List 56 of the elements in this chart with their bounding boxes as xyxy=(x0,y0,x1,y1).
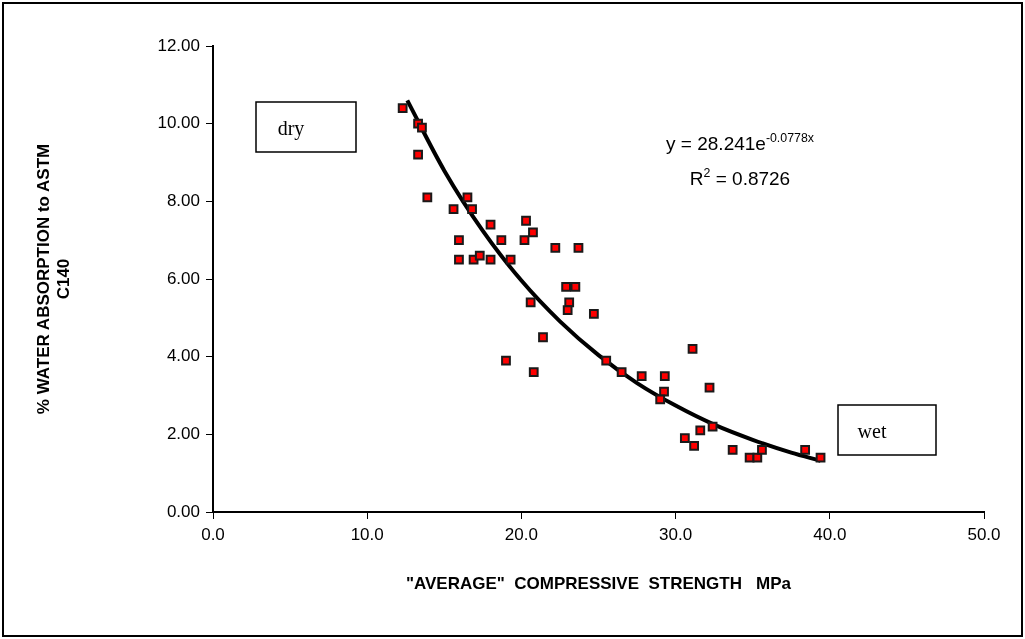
point xyxy=(588,309,599,319)
point xyxy=(573,243,584,253)
point xyxy=(521,215,531,226)
point xyxy=(519,235,530,246)
point xyxy=(695,425,706,436)
point xyxy=(727,444,738,455)
point xyxy=(528,367,539,378)
point xyxy=(538,332,548,343)
x-tick-label: 0.0 xyxy=(201,524,225,544)
point xyxy=(679,433,690,444)
point xyxy=(528,227,538,238)
x-axis-title: "AVERAGE" COMPRESSIVE STRENGTH MPa xyxy=(405,574,792,594)
y-tick-label: 2.00 xyxy=(166,424,200,444)
point xyxy=(570,281,581,292)
point xyxy=(496,235,507,246)
y-tick-label: 0.00 xyxy=(166,501,200,521)
point xyxy=(689,441,699,451)
y-tick-label: 8.00 xyxy=(166,191,200,211)
point xyxy=(397,103,408,114)
point xyxy=(474,250,485,261)
point xyxy=(448,204,459,214)
point xyxy=(525,297,536,308)
point xyxy=(601,355,612,366)
y-tick-label: 12.00 xyxy=(157,35,200,55)
y-tick-label: 4.00 xyxy=(166,346,200,366)
y-axis-title: % WATER ABSORPTION to ASTM C140 xyxy=(33,143,74,415)
point xyxy=(687,344,698,354)
x-tick-label: 30.0 xyxy=(659,524,693,544)
point xyxy=(562,305,573,315)
point xyxy=(800,444,811,455)
point xyxy=(561,281,572,292)
x-tick-label: 20.0 xyxy=(504,524,538,544)
point xyxy=(417,122,427,133)
y-tick-label: 10.00 xyxy=(157,113,200,133)
point xyxy=(636,371,647,381)
point xyxy=(485,219,496,230)
point xyxy=(616,367,627,378)
point xyxy=(757,444,767,455)
x-tick-label: 10.0 xyxy=(350,524,384,544)
annotation: dry xyxy=(277,117,305,140)
x-tick-label: 50.0 xyxy=(967,524,1001,544)
x-tick-label: 40.0 xyxy=(813,524,847,544)
point xyxy=(467,204,477,214)
point xyxy=(550,243,561,253)
point xyxy=(659,371,670,381)
point xyxy=(454,235,464,246)
point xyxy=(752,452,763,463)
point xyxy=(655,394,666,405)
y-tick-label: 6.00 xyxy=(166,268,200,288)
annotation: wet xyxy=(857,420,887,442)
point xyxy=(501,355,511,366)
point xyxy=(422,192,433,203)
point xyxy=(454,254,464,265)
point xyxy=(413,149,423,160)
point xyxy=(815,452,826,463)
point xyxy=(704,382,715,393)
